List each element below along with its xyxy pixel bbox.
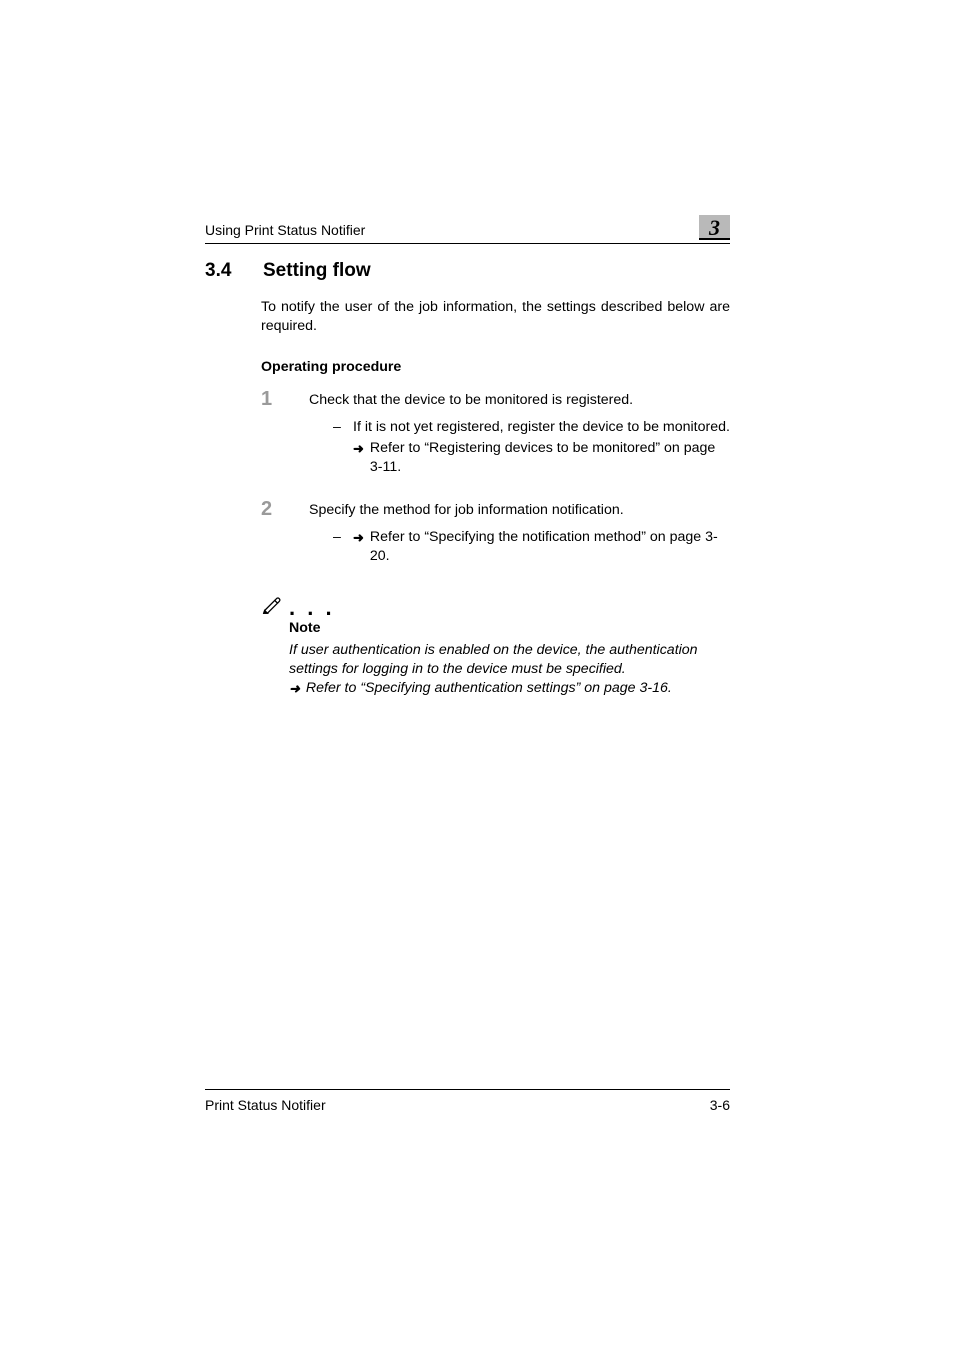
step-sublist: – ➜ Refer to “Specifying the notificatio… xyxy=(309,528,730,566)
note-block: . . . Note If user authentication is ena… xyxy=(261,594,730,698)
note-icon-row: . . . xyxy=(261,594,730,616)
step-text: Check that the device to be monitored is… xyxy=(309,391,730,410)
note-icon xyxy=(261,594,283,616)
note-body: If user authentication is enabled on the… xyxy=(289,641,730,679)
page-header: Using Print Status Notifier 3 xyxy=(205,215,730,244)
step-sublist: – If it is not yet registered, register … xyxy=(309,418,730,477)
reference-text: Refer to “Specifying authentication sett… xyxy=(306,679,672,698)
section-heading: 3.4 Setting flow xyxy=(205,258,730,284)
note-dots-icon: . . . xyxy=(289,604,335,617)
step-body: Check that the device to be monitored is… xyxy=(309,391,730,491)
sub-item-reference: ➜ Refer to “Registering devices to be mo… xyxy=(333,439,730,477)
reference-text: Refer to “Specifying the notification me… xyxy=(370,528,730,566)
dash-icon: – xyxy=(333,528,341,566)
page: Using Print Status Notifier 3 3.4 Settin… xyxy=(0,0,954,1350)
step-1: 1 Check that the device to be monitored … xyxy=(261,391,730,491)
step-number: 2 xyxy=(261,499,275,519)
arrow-icon: ➜ xyxy=(353,440,364,478)
footer-page-number: 3-6 xyxy=(710,1096,730,1115)
sub-item: – If it is not yet registered, register … xyxy=(333,418,730,437)
step-body: Specify the method for job information n… xyxy=(309,501,730,581)
sub-item-text: If it is not yet registered, register th… xyxy=(353,418,730,437)
page-footer: Print Status Notifier 3-6 xyxy=(205,1089,730,1115)
reference-text: Refer to “Registering devices to be moni… xyxy=(370,439,730,477)
step-number: 1 xyxy=(261,389,275,409)
arrow-icon: ➜ xyxy=(289,680,300,699)
footer-line: Print Status Notifier 3-6 xyxy=(205,1096,730,1115)
header-line: Using Print Status Notifier 3 xyxy=(205,215,730,240)
section-number: 3.4 xyxy=(205,258,235,284)
header-rule xyxy=(205,243,730,244)
content-area: 3.4 Setting flow To notify the user of t… xyxy=(205,258,730,698)
step-2: 2 Specify the method for job information… xyxy=(261,501,730,581)
footer-rule xyxy=(205,1089,730,1090)
operating-procedure-heading: Operating procedure xyxy=(261,358,730,377)
arrow-icon: ➜ xyxy=(353,529,364,567)
dash-icon: – xyxy=(333,418,341,437)
step-text: Specify the method for job information n… xyxy=(309,501,730,520)
note-reference: ➜ Refer to “Specifying authentication se… xyxy=(289,679,730,698)
sub-item: – ➜ Refer to “Specifying the notificatio… xyxy=(333,528,730,566)
note-label: Note xyxy=(289,619,730,638)
chapter-number-badge: 3 xyxy=(699,215,730,240)
running-title: Using Print Status Notifier xyxy=(205,221,365,240)
section-title: Setting flow xyxy=(263,258,371,284)
section-intro: To notify the user of the job informatio… xyxy=(261,298,730,336)
footer-doc-title: Print Status Notifier xyxy=(205,1096,326,1115)
